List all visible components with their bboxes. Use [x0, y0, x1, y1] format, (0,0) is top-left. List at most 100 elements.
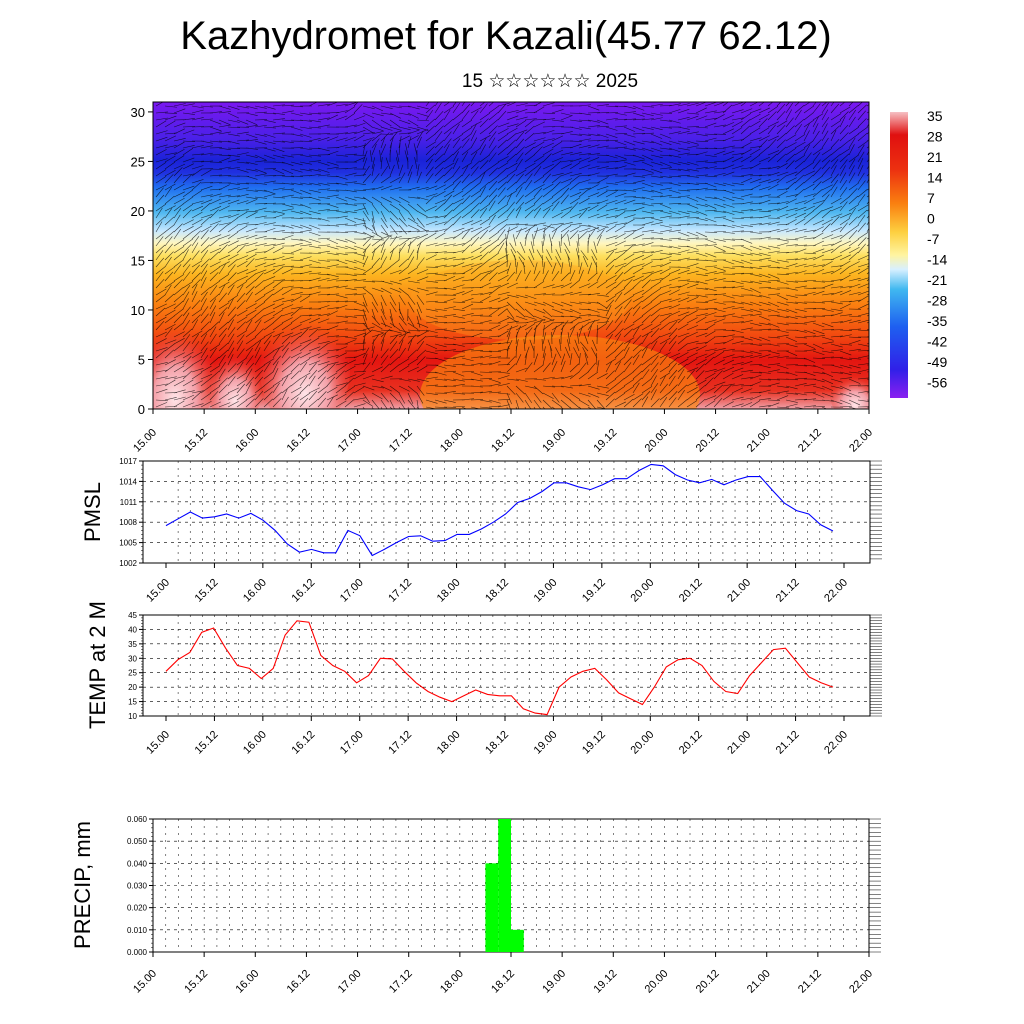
wind-vector: [578, 208, 588, 219]
wind-vector: [659, 365, 671, 373]
wind-vector: [461, 263, 474, 268]
wind-vector: [713, 342, 726, 345]
precip-xtick-label: 21.00: [745, 968, 773, 996]
wind-vector: [758, 336, 771, 342]
wind-vector: [542, 332, 547, 345]
wind-vector: [371, 334, 380, 345]
wind-vector: [515, 201, 525, 212]
wind-vector: [443, 190, 455, 198]
wind-vector: [848, 133, 859, 142]
wind-vector: [362, 399, 374, 407]
pmsl-ytick-label: 1005: [119, 539, 137, 548]
wind-vector: [218, 119, 231, 125]
wind-vector: [668, 320, 678, 331]
heatmap-xtick-label: 20.12: [694, 427, 722, 455]
wind-vector: [182, 173, 195, 177]
wind-vector: [830, 129, 837, 142]
wind-vector: [308, 182, 321, 186]
wind-vector: [857, 355, 869, 359]
wind-vector: [704, 203, 717, 209]
wind-vector: [650, 301, 662, 310]
wind-vector: [767, 293, 780, 296]
wind-vector: [749, 374, 762, 380]
wind-vector: [254, 189, 267, 192]
wind-vector: [191, 358, 203, 366]
wind-vector: [767, 363, 780, 366]
wind-vector: [164, 315, 175, 324]
precip-xtick-label: 18.12: [489, 968, 517, 996]
wind-vector: [767, 106, 779, 114]
wind-vector: [614, 252, 625, 261]
wind-vector: [677, 245, 690, 248]
wind-vector: [830, 173, 839, 184]
wind-vector: [497, 260, 509, 268]
wind-vector: [344, 113, 356, 121]
wind-vector: [830, 197, 842, 205]
wind-vector: [416, 164, 420, 177]
wind-vector: [524, 162, 536, 170]
wind-vector: [272, 334, 281, 345]
wind-vector: [398, 365, 410, 373]
wind-vector: [155, 278, 165, 289]
wind-vector: [164, 144, 177, 149]
wind-vector: [245, 347, 253, 359]
wind-vector: [155, 338, 167, 345]
wind-vector: [155, 207, 163, 219]
wind-vector: [155, 144, 168, 149]
wind-vector: [227, 167, 240, 170]
wind-vector: [524, 385, 537, 389]
wind-vector: [686, 263, 699, 268]
wind-vector: [308, 154, 321, 157]
wind-vector: [254, 222, 267, 226]
wind-vector: [686, 392, 697, 401]
wind-vector: [326, 224, 339, 227]
wind-vector: [686, 346, 699, 352]
wind-vector: [812, 200, 825, 205]
wind-vector: [434, 110, 444, 121]
wind-vector: [263, 105, 276, 110]
wind-vector: [335, 238, 348, 243]
wind-vector: [308, 387, 320, 394]
wind-vector: [677, 152, 690, 156]
wind-vector: [299, 154, 312, 158]
wind-vector: [272, 297, 285, 303]
wind-vector: [308, 362, 317, 373]
wind-vector: [191, 380, 203, 387]
wind-vector: [593, 241, 598, 254]
pmsl-ylabel: PMSL: [80, 482, 105, 542]
precip-ytick-label: 0.060: [127, 815, 148, 824]
wind-vector: [812, 385, 825, 390]
wind-vector: [344, 293, 357, 296]
wind-vector: [632, 315, 644, 324]
wind-vector: [443, 105, 455, 114]
wind-vector: [857, 104, 867, 114]
wind-vector: [812, 203, 823, 212]
wind-vector: [452, 243, 465, 247]
wind-vector: [452, 301, 466, 303]
wind-vector: [191, 319, 199, 331]
wind-vector: [371, 138, 380, 149]
wind-vector: [587, 125, 600, 128]
wind-vector: [218, 254, 231, 261]
wind-vector: [803, 205, 816, 212]
wind-vector: [812, 139, 822, 149]
wind-vector: [371, 308, 376, 321]
wind-vector: [200, 329, 211, 338]
wind-vector: [470, 262, 483, 268]
wind-vector: [416, 315, 421, 328]
wind-vector: [389, 294, 397, 306]
wind-vector: [704, 323, 716, 331]
wind-vector: [551, 175, 562, 184]
wind-vector: [263, 268, 276, 275]
wind-vector: [164, 224, 175, 233]
wind-vector: [560, 112, 573, 117]
wind-vector: [830, 240, 842, 247]
wind-vector: [398, 385, 410, 392]
wind-vector: [182, 231, 193, 240]
wind-vector: [632, 393, 644, 401]
wind-vector: [659, 274, 671, 282]
wind-vector: [839, 399, 852, 405]
wind-vector: [173, 400, 185, 408]
wind-vector: [857, 267, 869, 275]
wind-vector: [632, 354, 640, 366]
